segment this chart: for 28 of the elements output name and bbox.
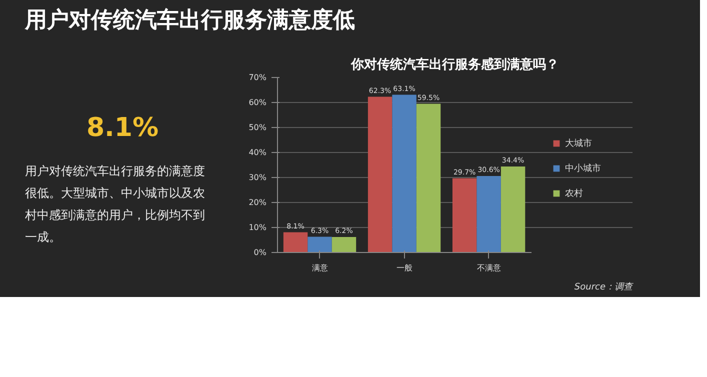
y-tick-label: 50% <box>248 123 267 132</box>
legend-label: 大城市 <box>565 138 592 150</box>
y-tick-label: 60% <box>248 98 267 107</box>
bar <box>416 104 441 252</box>
bar <box>368 96 392 252</box>
bar <box>500 166 526 252</box>
y-tick-label: 0% <box>254 248 267 257</box>
y-tick-label: 10% <box>248 223 267 232</box>
legend-label: 中小城市 <box>565 162 601 174</box>
y-tick-label: 30% <box>248 173 267 182</box>
x-tick-label: 不满意 <box>476 264 501 272</box>
x-tick-label: 满意 <box>312 264 328 272</box>
bar <box>452 178 477 252</box>
text: 用户对传统汽车出行服务的满意度很低。大型城市、中小城市以及农村中感到满意的用户，比例均不到一成。 <box>25 163 205 246</box>
legend-label: 农村 <box>565 188 584 200</box>
bar <box>283 232 308 252</box>
source-note: Source：调查 <box>574 282 634 292</box>
bar <box>308 236 332 252</box>
x-tick-label: 一般 <box>396 264 412 272</box>
bar <box>476 176 501 252</box>
y-tick-label: 70% <box>248 73 267 82</box>
chart-subtitle: 你对传统汽车出行服务感到满意吗？ <box>350 56 559 72</box>
bar <box>392 94 416 252</box>
text: 8.1% <box>86 112 159 145</box>
y-tick-label: 20% <box>248 198 267 207</box>
bar <box>332 237 356 252</box>
y-tick-label: 40% <box>248 148 267 157</box>
chart-title: 用户对传统汽车出行服务满意度低 <box>25 6 355 35</box>
